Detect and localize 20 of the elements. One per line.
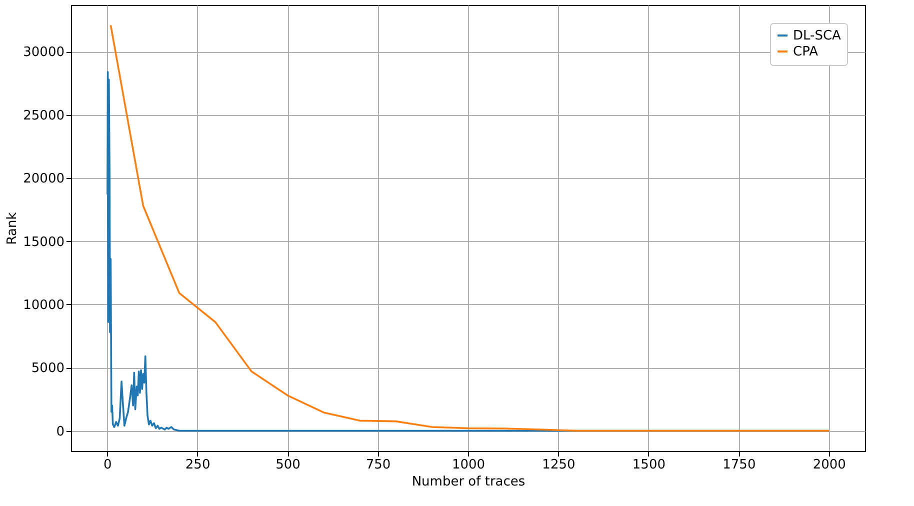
x-tick-label: 250 [185, 458, 210, 472]
y-tick-label: 0 [56, 424, 64, 440]
y-axis-title: Rank [5, 212, 20, 245]
x-tick-label: 1500 [632, 458, 666, 472]
y-tick-label: 5000 [31, 361, 64, 376]
x-tick-label: 1750 [722, 458, 756, 472]
legend-label: CPA [793, 44, 818, 60]
x-tick-label: 750 [366, 458, 391, 472]
x-tick-label: 500 [276, 458, 300, 472]
y-tick-label: 30000 [23, 45, 64, 60]
legend-label: DL-SCA [793, 28, 842, 44]
y-tick-label: 25000 [23, 108, 64, 124]
x-axis-title: Number of traces [412, 474, 526, 490]
y-tick-label: 10000 [23, 298, 64, 313]
x-tick-label: 1000 [452, 458, 486, 472]
x-tick-label: 1250 [542, 458, 576, 472]
y-tick-label: 20000 [23, 172, 64, 187]
x-tick-label: 0 [103, 458, 112, 472]
y-tick-label: 15000 [23, 234, 64, 250]
x-tick-label: 2000 [812, 458, 846, 472]
